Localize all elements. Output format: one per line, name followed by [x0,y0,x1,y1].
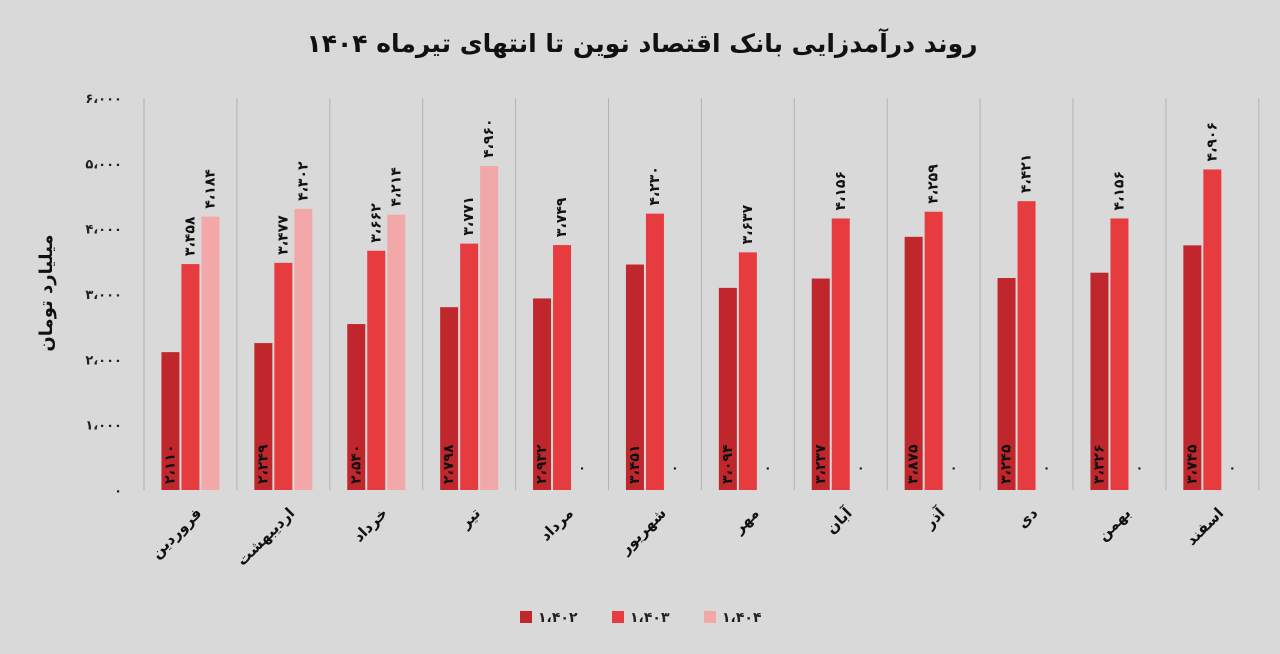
bar [1183,245,1202,490]
y-tick-label: ۶،۰۰۰ [85,92,122,107]
data-label: ۰ [950,461,957,475]
bar [811,278,830,490]
data-label: ۰ [857,461,864,475]
data-label: ۴،۹۶۰ [481,118,497,158]
bar [460,243,479,490]
data-label: ۲،۵۴۰ [348,445,364,485]
data-label: ۳،۶۶۲ [368,203,384,243]
data-label: ۴،۱۸۴ [202,169,218,209]
legend-label: ۱،۴۰۴ [722,610,762,626]
y-tick-label: ۴،۰۰۰ [85,223,122,238]
data-label: ۳،۲۴۵ [999,444,1015,484]
data-label: ۲،۹۳۲ [534,444,550,484]
bar [997,277,1016,490]
data-label: ۲،۱۱۰ [162,445,178,485]
data-label: ۰ [1136,461,1143,475]
legend-swatch [520,611,532,623]
legend-label: ۱،۴۰۲ [538,610,578,626]
data-label: ۲،۷۹۸ [441,444,457,484]
x-tick-label: دی [1013,504,1041,532]
bar [1017,201,1036,491]
bar [1110,218,1129,490]
bar [1090,272,1109,490]
data-label: ۴،۲۱۴ [388,167,404,207]
bar [645,213,664,490]
data-label: ۴،۲۵۹ [926,164,942,204]
y-tick-label: ۵،۰۰۰ [85,157,122,172]
data-label: ۳،۷۴۹ [554,197,570,237]
bar [274,262,293,490]
data-label: ۳،۴۷۷ [275,215,291,255]
data-label: ۴،۱۵۶ [1111,171,1127,211]
x-tick-label: آذر [920,504,949,533]
bar [440,307,459,490]
data-label: ۳،۸۷۵ [906,444,922,484]
data-label: ۰ [578,461,585,475]
data-label: ۴،۲۳۰ [647,166,663,206]
bar [904,236,923,490]
data-label: ۲،۲۴۹ [255,444,271,484]
data-label: ۳،۷۴۵ [1184,444,1200,484]
legend-swatch [704,611,716,623]
bar [831,218,850,490]
x-tick-label: خرداد [350,504,391,545]
x-tick-label: بهمن [1094,504,1134,544]
bar [1203,169,1222,490]
bar [201,216,220,491]
bar [718,287,737,490]
y-tick-label: ۰ [114,484,122,499]
bar [480,165,499,491]
legend-swatch [612,611,624,623]
y-axis-label: میلیارد تومان [36,234,57,351]
data-label: ۰ [1043,461,1050,475]
data-label: ۰ [764,461,771,475]
bar [625,264,644,490]
bar [294,208,313,490]
x-tick-label: اسفند [1182,504,1227,549]
bar [181,264,200,490]
x-tick-label: آبان [822,504,856,538]
data-label: ۳،۳۲۶ [1091,445,1107,485]
x-axis-ticks: فروردین اردیبهشت خرداد تیر مرداد شهریور مهر آبا… [147,504,1227,570]
y-tick-label: ۳،۰۰۰ [85,288,122,303]
x-tick-label: مهر [729,504,763,538]
legend-label: ۱،۴۰۳ [630,610,670,626]
data-label: ۳،۰۹۴ [720,444,736,484]
data-label: ۰ [1229,461,1236,475]
data-label: ۴،۱۵۶ [833,171,849,211]
data-label: ۳،۶۳۷ [740,204,756,244]
x-tick-label: مرداد [536,504,576,544]
x-tick-label: فروردین [147,504,205,562]
y-tick-label: ۲،۰۰۰ [85,353,122,368]
bar [533,298,552,490]
y-tick-label: ۱،۰۰۰ [85,419,122,434]
chart-title: روند درآمدزایی بانک اقتصاد نوین تا انتها… [307,28,978,59]
data-label: ۴،۹۰۶ [1204,122,1220,162]
data-label: ۰ [671,461,678,475]
bar [924,211,943,490]
data-label: ۳،۴۵۱ [627,445,643,485]
data-label: ۳،۴۵۸ [182,216,198,256]
data-label: ۴،۳۰۲ [295,161,311,201]
data-label: ۴،۴۲۱ [1019,154,1035,194]
bar [254,343,273,490]
y-axis-ticks: ۰ ۱،۰۰۰ ۲،۰۰۰ ۳،۰۰۰ ۴،۰۰۰ ۵،۰۰۰ ۶،۰۰۰ [85,92,122,499]
x-tick-label: اردیبهشت [233,504,298,569]
grid-lines [143,98,1260,490]
x-tick-label: تیر [456,504,484,532]
bar [347,324,366,490]
x-tick-label: شهریور [616,504,670,558]
data-label: ۳،۲۳۷ [813,444,829,484]
bar [387,214,406,490]
bar [553,245,572,490]
legend: ۱،۴۰۲ ۱،۴۰۳ ۱،۴۰۴ [520,610,762,626]
bar [738,252,757,490]
data-label: ۳،۷۷۱ [461,196,477,236]
bar [161,352,180,490]
bars [161,165,1222,491]
bar [367,250,386,490]
